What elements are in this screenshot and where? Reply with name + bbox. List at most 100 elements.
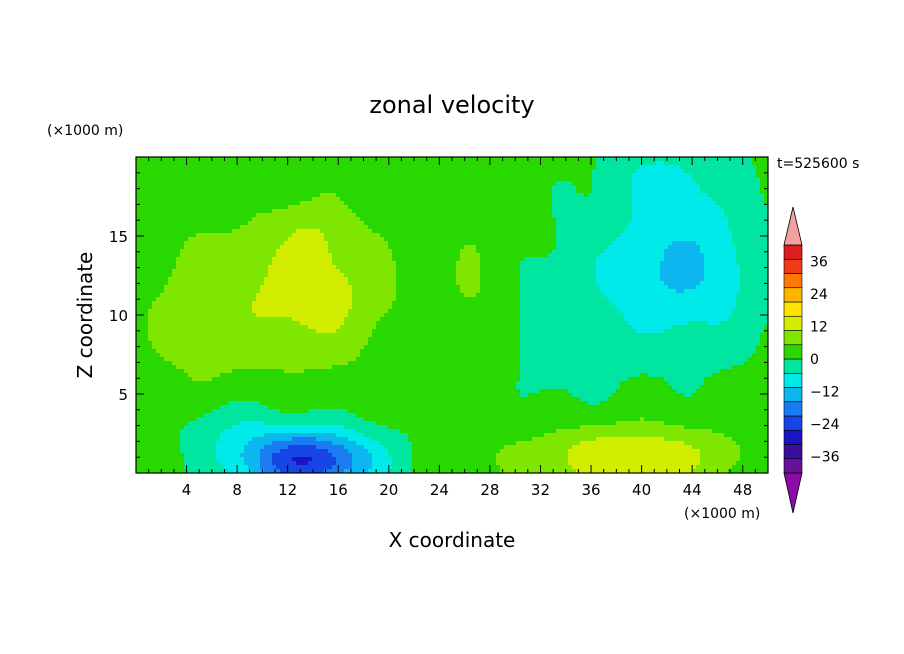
field-cell (204, 209, 209, 214)
field-cell (268, 309, 273, 314)
field-cell (372, 469, 377, 473)
field-cell (348, 193, 353, 198)
field-cell (348, 273, 353, 278)
field-cell (184, 265, 189, 270)
field-cell (216, 173, 221, 178)
field-cell (368, 249, 373, 254)
field-cell (148, 381, 153, 386)
field-cell (348, 213, 353, 218)
field-cell (336, 293, 341, 298)
field-cell (256, 409, 261, 414)
field-cell (180, 161, 185, 166)
field-cell (168, 465, 173, 470)
field-cell (192, 173, 197, 178)
field-cell (376, 461, 381, 466)
field-cell (148, 237, 153, 242)
field-cell (384, 297, 389, 302)
field-cell (172, 225, 177, 230)
field-cell (296, 425, 301, 430)
field-cell (228, 409, 233, 414)
field-cell (244, 345, 249, 350)
field-cell (184, 273, 189, 278)
field-cell (236, 245, 241, 250)
field-cell (236, 337, 241, 342)
field-cell (244, 237, 249, 242)
field-cell (232, 457, 237, 462)
field-cell (212, 245, 217, 250)
field-cell (264, 261, 269, 266)
field-cell (380, 373, 385, 378)
field-cell (144, 389, 149, 394)
field-cell (164, 281, 169, 286)
field-cell (224, 437, 229, 442)
field-cell (240, 433, 245, 438)
field-cell (168, 369, 173, 374)
field-cell (344, 253, 349, 258)
field-cell (240, 285, 245, 290)
field-cell (248, 441, 253, 446)
field-cell (156, 445, 161, 450)
field-cell (260, 237, 265, 242)
field-cell (360, 373, 365, 378)
field-cell (304, 345, 309, 350)
field-cell (216, 301, 221, 306)
field-cell (264, 245, 269, 250)
field-cell (148, 245, 153, 250)
field-cell (348, 457, 353, 462)
field-cell (324, 421, 329, 426)
field-cell (368, 233, 373, 238)
field-cell (348, 301, 353, 306)
field-cell (320, 205, 325, 210)
field-cell (168, 253, 173, 258)
field-cell (200, 277, 205, 282)
field-cell (376, 457, 381, 462)
field-cell (228, 165, 233, 170)
field-cell (284, 193, 289, 198)
field-cell (156, 457, 161, 462)
field-cell (216, 169, 221, 174)
field-cell (368, 281, 373, 286)
field-cell (228, 201, 233, 206)
field-cell (344, 469, 349, 473)
field-cell (340, 265, 345, 270)
field-cell (264, 409, 269, 414)
field-cell (220, 245, 225, 250)
field-cell (252, 265, 257, 270)
field-cell (188, 233, 193, 238)
field-cell (156, 401, 161, 406)
field-cell (368, 189, 373, 194)
field-cell (284, 257, 289, 262)
field-cell (276, 309, 281, 314)
field-cell (300, 285, 305, 290)
field-cell (228, 337, 233, 342)
field-cell (216, 405, 221, 410)
field-cell (180, 357, 185, 362)
field-cell (308, 257, 313, 262)
field-cell (156, 253, 161, 258)
field-cell (356, 321, 361, 326)
field-cell (212, 161, 217, 166)
field-cell (204, 421, 209, 426)
field-cell (384, 393, 389, 398)
field-cell (352, 253, 357, 258)
field-cell (300, 209, 305, 214)
field-cell (360, 253, 365, 258)
field-cell (264, 161, 269, 166)
field-cell (292, 361, 297, 366)
field-cell (296, 337, 301, 342)
field-cell (212, 397, 217, 402)
field-cell (256, 341, 261, 346)
field-cell (296, 301, 301, 306)
field-cell (140, 233, 145, 238)
field-cell (144, 257, 149, 262)
field-cell (324, 337, 329, 342)
field-cell (284, 405, 289, 410)
field-cell (180, 405, 185, 410)
field-cell (204, 397, 209, 402)
field-cell (136, 317, 141, 322)
field-cell (360, 457, 365, 462)
field-cell (316, 333, 321, 338)
field-cell (184, 433, 189, 438)
field-cell (380, 449, 385, 454)
field-cell (348, 277, 353, 282)
